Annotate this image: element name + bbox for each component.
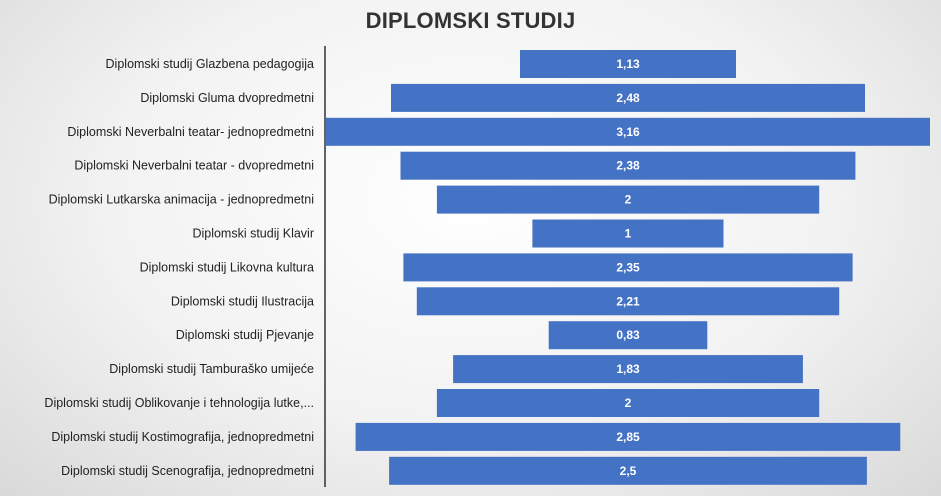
- bar: [416, 287, 840, 316]
- bar: [400, 151, 856, 180]
- category-labels: Diplomski studij Glazbena pedagogija Dipl…: [44, 57, 314, 478]
- bar: [326, 117, 930, 146]
- bar: [403, 253, 853, 282]
- category-label: Diplomski Neverbalni teatar - dvopredmet…: [74, 159, 314, 173]
- category-label: Diplomski studij Glazbena pedagogija: [106, 57, 315, 71]
- value-label: 2,5: [620, 464, 637, 478]
- category-label: Diplomski studij Kostimografija, jednopr…: [51, 430, 314, 444]
- value-label: 1,13: [616, 57, 640, 71]
- category-label: Diplomski studij Scenografija, jednopred…: [61, 464, 314, 478]
- category-label: Diplomski studij Tamburaško umijeće: [109, 362, 314, 376]
- category-label: Diplomski Lutkarska animacija - jednopre…: [49, 193, 314, 207]
- value-label: 3,16: [616, 125, 640, 139]
- value-label: 2,38: [616, 159, 640, 173]
- bar: [389, 456, 867, 485]
- value-label: 2,85: [616, 430, 640, 444]
- category-label: Diplomski Gluma dvopredmetni: [140, 91, 314, 105]
- bar: [548, 321, 708, 350]
- category-label: Diplomski studij Likovna kultura: [140, 260, 314, 274]
- bar: [436, 389, 820, 417]
- category-label: Diplomski studij Oblikovanje i tehnologi…: [44, 396, 314, 410]
- bars: [326, 50, 930, 485]
- value-label: 2,35: [616, 260, 640, 274]
- value-label: 0,83: [616, 328, 640, 342]
- value-labels: 1,13 2,48 3,16 2,38 2 1 2,35 2,21 0,83 1,83 2 2,85 2…: [616, 57, 640, 478]
- bar: [532, 219, 724, 248]
- value-label: 1: [625, 227, 632, 241]
- chart-title: DIPLOMSKI STUDIJ: [365, 8, 576, 33]
- category-label: Diplomski studij Ilustracija: [171, 294, 314, 308]
- category-label: Diplomski Neverbalni teatar- jednopredme…: [67, 125, 314, 139]
- value-label: 2: [625, 396, 632, 410]
- category-label: Diplomski studij Pjevanje: [176, 328, 314, 342]
- category-label: Diplomski studij Klavir: [192, 227, 314, 241]
- bar: [391, 83, 865, 112]
- bar: [355, 422, 901, 451]
- bar: [520, 50, 736, 78]
- value-label: 2,48: [616, 91, 640, 105]
- bar: [453, 355, 803, 384]
- value-label: 2,21: [616, 294, 640, 308]
- bar: [436, 185, 820, 214]
- value-label: 1,83: [616, 362, 640, 376]
- value-label: 2: [625, 193, 632, 207]
